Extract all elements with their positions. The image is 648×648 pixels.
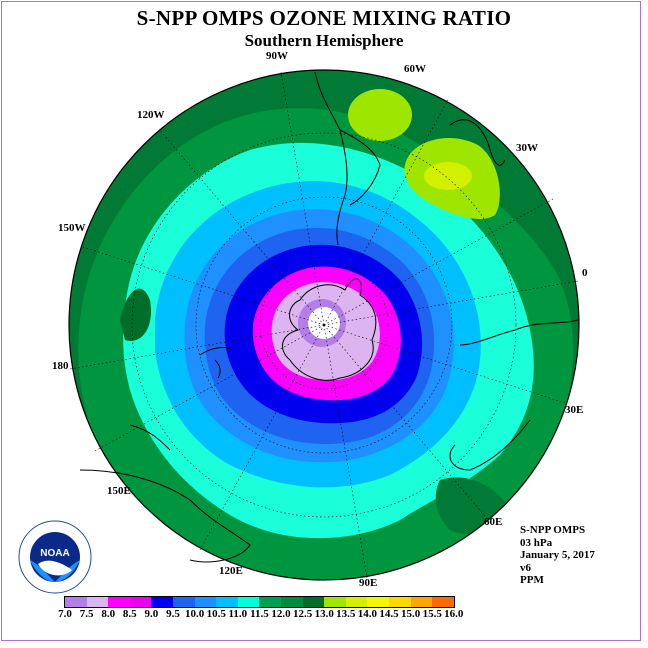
- noaa-logo: NOAA: [18, 520, 92, 594]
- colorbar-segment: [280, 597, 303, 607]
- lon-label-150w: 150W: [58, 222, 86, 234]
- info-instrument: S-NPP OMPS: [520, 524, 586, 536]
- lon-label-60w: 60W: [404, 63, 426, 75]
- map-title: S-NPP OMPS OZONE MIXING RATIO: [136, 6, 512, 30]
- colorbar-label: 15.0: [400, 608, 421, 620]
- colorbar-segment: [324, 597, 346, 607]
- coastlines: [79, 71, 579, 563]
- colorbar-segment: [388, 597, 411, 607]
- south-america-coast: [314, 71, 381, 246]
- lon-label-30w: 30W: [516, 142, 538, 154]
- australia-coast: [79, 424, 251, 563]
- colorbar-segment: [216, 597, 238, 607]
- info-pressure: 03 hPa: [520, 536, 553, 549]
- polar-no-data: [308, 307, 340, 339]
- colorbar-segment: [302, 597, 325, 607]
- colorbar-label: 7.0: [58, 608, 72, 620]
- colorbar-label: 8.0: [101, 608, 116, 620]
- lon-label-0: 0: [582, 267, 588, 279]
- colorbar-segment: [108, 597, 130, 607]
- colorbar-label: 10.5: [206, 608, 226, 620]
- field-dark-patch-1: [120, 288, 151, 341]
- colorbar-label: 14.5: [379, 608, 399, 620]
- lon-label-60e: 60E: [484, 516, 503, 528]
- colorbar-label: 9.0: [144, 608, 159, 620]
- colorbar-segment: [410, 597, 433, 607]
- graticule: [69, 71, 579, 579]
- field-yellow-green-1: [348, 89, 412, 141]
- colorbar: [64, 596, 455, 608]
- colorbar-segment: [172, 597, 195, 607]
- figure-frame: [1, 1, 641, 641]
- map-subtitle: Southern Hemisphere: [244, 31, 404, 50]
- colorbar-segment: [432, 597, 454, 607]
- lon-label-90w: 90W: [266, 50, 288, 62]
- colorbar-segment: [129, 597, 152, 607]
- field-yellow-3: [424, 162, 472, 190]
- colorbar-label: 13.0: [314, 608, 334, 620]
- africa-south-coast: [449, 119, 506, 166]
- colorbar-segment: [86, 597, 109, 607]
- colorbar-segment: [151, 597, 173, 607]
- colorbar-label: 9.5: [166, 608, 180, 620]
- colorbar-label: 16.0: [444, 608, 464, 620]
- info-units: PPM: [520, 574, 544, 586]
- colorbar-label: 12.5: [292, 608, 313, 620]
- africa-coast: [449, 319, 579, 471]
- colorbar-segment: [345, 597, 368, 607]
- colorbar-labels: 7.0 7.5 8.0 8.5 9.0 9.5 10.0 10.5 11.0 11.5 12.0 12…: [0, 608, 648, 622]
- colorbar-segment: [237, 597, 260, 607]
- colorbar-label: 14.0: [357, 608, 378, 620]
- colorbar-label: 8.5: [122, 608, 137, 620]
- new-zealand-coast: [199, 347, 233, 379]
- lon-label-120w: 120W: [137, 109, 165, 121]
- info-block: S-NPP OMPS 03 hPa January 5, 2017 v6 PPM: [520, 524, 595, 587]
- colorbar-segment: [194, 597, 217, 607]
- antarctica-coast: [282, 278, 377, 381]
- info-version: v6: [520, 561, 531, 574]
- colorbar-label: 12.0: [271, 608, 291, 620]
- colorbar-label: 11.0: [228, 608, 248, 620]
- colorbar-label: 13.5: [336, 608, 356, 620]
- logo-text: NOAA: [40, 548, 69, 559]
- colorbar-segment: [65, 597, 87, 607]
- lon-label-150e: 150E: [107, 485, 131, 497]
- colorbar-label: 10.0: [184, 608, 205, 620]
- colorbar-label: 11.5: [250, 608, 269, 620]
- colorbar-label: 7.5: [79, 608, 94, 620]
- colorbar-label: 15.5: [422, 608, 442, 620]
- lon-label-90e: 90E: [359, 577, 378, 589]
- map-border: [68, 69, 580, 581]
- colorbar-segment: [367, 597, 389, 607]
- lon-label-30e: 30E: [565, 404, 584, 416]
- info-date: January 5, 2017: [520, 549, 595, 561]
- lon-label-180: 180: [52, 360, 69, 372]
- colorbar-segment: [259, 597, 281, 607]
- lon-label-120e: 120E: [219, 565, 243, 577]
